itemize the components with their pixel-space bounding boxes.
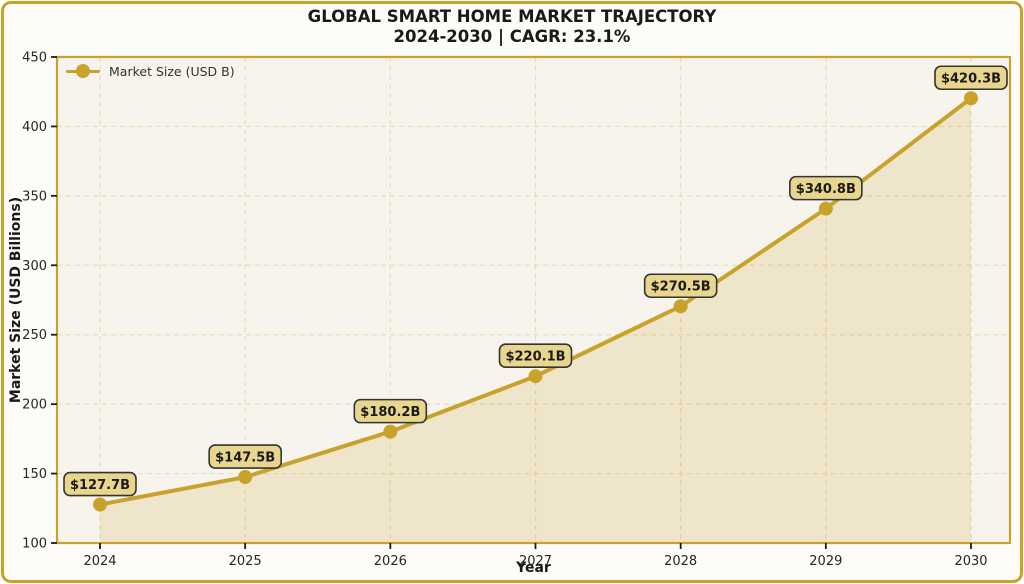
- x-tick-label: 2024: [83, 554, 116, 569]
- data-label: $270.5B: [651, 280, 711, 295]
- x-tick-label: 2029: [809, 554, 842, 569]
- data-label: $420.3B: [941, 72, 1001, 87]
- y-tick-label: 400: [22, 120, 47, 135]
- data-label-box: [498, 343, 573, 369]
- legend-label: Market Size (USD B): [109, 63, 235, 79]
- data-point: [818, 201, 833, 216]
- x-tick-label: 2027: [519, 554, 552, 569]
- y-tick-label: 300: [22, 259, 47, 274]
- data-label: $127.7B: [70, 478, 130, 493]
- data-label: $147.5B: [215, 451, 275, 466]
- chart-title-line1: GLOBAL SMART HOME MARKET TRAJECTORY: [307, 7, 717, 26]
- y-tick-label: 450: [22, 51, 47, 66]
- x-axis-label: Year: [516, 560, 551, 576]
- data-label-box: [353, 398, 428, 424]
- data-label: $220.1B: [505, 350, 565, 365]
- y-tick-label: 250: [22, 328, 47, 343]
- x-tick-label: 2030: [954, 554, 987, 569]
- chart-title: GLOBAL SMART HOME MARKET TRAJECTORY 2024…: [0, 7, 1024, 47]
- legend-line-marker-icon: [66, 63, 100, 79]
- y-tick-label: 200: [22, 398, 47, 413]
- data-label: $340.8B: [796, 182, 856, 197]
- data-label: $180.2B: [360, 405, 420, 420]
- data-point: [528, 369, 543, 384]
- area-fill: [100, 98, 971, 543]
- data-point: [93, 497, 107, 512]
- x-tick-label: 2028: [664, 554, 697, 569]
- y-tick-label: 350: [22, 189, 47, 204]
- x-tick-label: 2026: [374, 554, 407, 569]
- y-tick-label: 100: [22, 537, 47, 552]
- data-point: [673, 299, 688, 314]
- chart-title-line2: 2024-2030 | CAGR: 23.1%: [393, 27, 631, 46]
- legend: Market Size (USD B): [66, 63, 235, 79]
- plot-spines: [55, 55, 1012, 545]
- data-point: [383, 424, 398, 439]
- data-label-box: [934, 65, 1008, 91]
- data-label-box: [63, 471, 137, 497]
- data-point: [964, 91, 978, 106]
- data-label-box: [208, 444, 282, 469]
- data-label-box: [789, 175, 863, 201]
- x-tick-label: 2025: [229, 554, 262, 569]
- data-point: [238, 470, 253, 485]
- y-tick-label: 150: [22, 467, 47, 482]
- data-label-box: [643, 273, 718, 299]
- y-axis-label: Market Size (USD Billions): [8, 196, 24, 404]
